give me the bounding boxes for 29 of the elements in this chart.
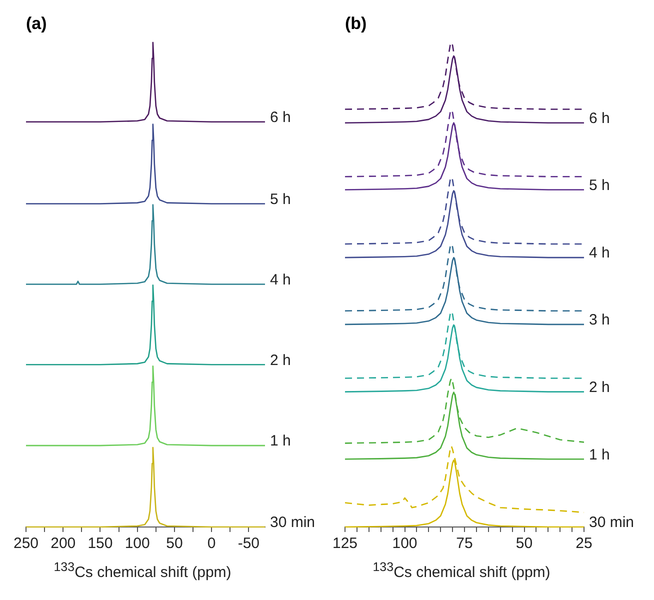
series-label: 5 h xyxy=(589,176,610,194)
x-tick-label: -50 xyxy=(238,535,260,552)
x-tick-label: 75 xyxy=(456,535,473,552)
x-tick-label: 150 xyxy=(88,535,113,552)
series-label: 30 min xyxy=(270,514,316,532)
x-axis-title: $^{133}$Cs chemical shift (ppm) xyxy=(52,560,232,581)
series-label: 2 h xyxy=(589,378,610,396)
series-label: 6 h xyxy=(270,109,291,126)
x-tick-label: 100 xyxy=(124,535,150,552)
x-tick-label: 25 xyxy=(576,535,592,552)
x-tick-label: 125 xyxy=(332,535,358,552)
series-label: 1 h xyxy=(589,446,610,464)
x-tick-label: 200 xyxy=(50,535,76,552)
series-label: 3 h xyxy=(589,312,610,329)
series-label: 30 min xyxy=(589,514,634,532)
series-label: 5 h xyxy=(270,190,291,208)
x-axis-title: $^{133}$Cs chemical shift (ppm) xyxy=(372,560,552,581)
chart-title: (b) xyxy=(345,14,367,33)
series-label: 1 h xyxy=(270,432,291,450)
x-tick-label: 100 xyxy=(392,535,418,552)
series-label: 4 h xyxy=(589,244,610,262)
x-tick-label: 250 xyxy=(13,535,39,552)
x-tick-label: 50 xyxy=(166,535,183,552)
chart-title: (a) xyxy=(26,14,47,33)
x-tick-label: 0 xyxy=(207,535,216,552)
series-label: 2 h xyxy=(270,352,291,369)
series-label: 6 h xyxy=(589,110,610,127)
series-label: 4 h xyxy=(270,271,291,288)
x-tick-label: 50 xyxy=(516,535,533,552)
